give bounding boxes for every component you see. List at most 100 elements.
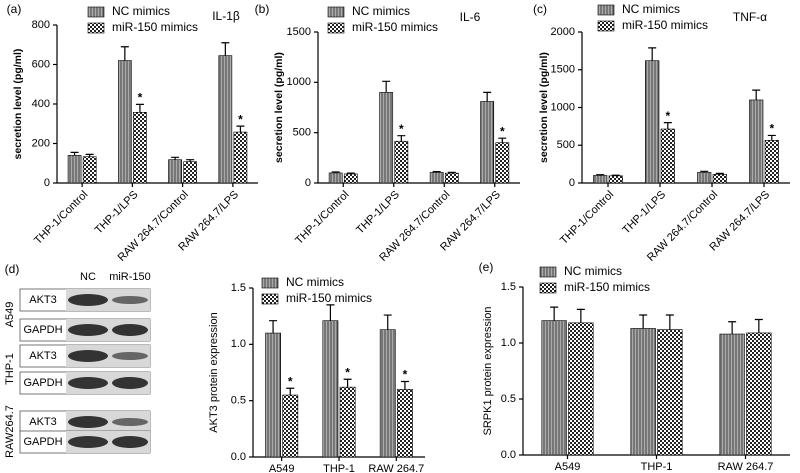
y-axis-label: AKT3 protein expression bbox=[208, 312, 220, 432]
y-tick-label: 1.5 bbox=[231, 282, 246, 294]
x-tick-label: THP-1/LPS bbox=[620, 189, 668, 237]
bar bbox=[749, 99, 764, 184]
bar bbox=[608, 175, 623, 184]
x-tick-label: THP-1 bbox=[641, 461, 673, 473]
panel-label: (d) bbox=[5, 262, 20, 276]
legend-label: NC mimics bbox=[622, 2, 680, 16]
error-bar bbox=[171, 156, 180, 160]
error-bar bbox=[665, 314, 674, 330]
bar bbox=[593, 175, 608, 184]
error-bar bbox=[343, 378, 352, 388]
row-label: GAPDH bbox=[23, 324, 62, 336]
x-tick-label: THP-1/Control bbox=[32, 189, 90, 247]
error-bar bbox=[752, 89, 761, 100]
error-bar bbox=[700, 170, 709, 173]
blot-band bbox=[112, 418, 148, 426]
legend-label: miR-150 mimics bbox=[352, 20, 438, 34]
y-tick-label: 500 bbox=[293, 127, 311, 139]
x-tick-label: RAW 264.7 bbox=[368, 463, 424, 473]
blot-band bbox=[68, 377, 108, 389]
blot-band bbox=[68, 436, 108, 448]
error-bar bbox=[186, 159, 195, 162]
y-tick-label: 500 bbox=[557, 139, 575, 151]
legend-swatch bbox=[539, 282, 557, 294]
bar bbox=[764, 140, 779, 184]
y-tick-label: 1500 bbox=[287, 26, 311, 38]
group-label: A549 bbox=[4, 302, 16, 328]
bar bbox=[265, 332, 281, 458]
bar bbox=[322, 320, 339, 458]
bar bbox=[168, 159, 182, 184]
blot-band bbox=[112, 296, 148, 304]
error-bar bbox=[611, 174, 620, 176]
bar bbox=[379, 92, 394, 184]
bar bbox=[339, 386, 356, 458]
error-bar bbox=[331, 171, 340, 173]
error-bar bbox=[382, 80, 391, 93]
error-bar bbox=[715, 172, 724, 175]
bar bbox=[82, 156, 97, 184]
error-bar bbox=[120, 46, 129, 61]
bar bbox=[343, 173, 358, 184]
x-tick-label: THP-1/LPS bbox=[93, 189, 141, 237]
y-tick-label: 1000 bbox=[551, 101, 575, 113]
x-tick-label: THP-1/Control bbox=[558, 189, 616, 247]
y-axis-label: secretion level (pg/ml) bbox=[273, 52, 285, 163]
legend-label: miR-150 mimics bbox=[622, 18, 708, 32]
bar bbox=[657, 329, 683, 456]
error-bar bbox=[728, 321, 737, 335]
error-bar bbox=[70, 151, 79, 156]
bar bbox=[133, 111, 147, 184]
bar bbox=[67, 155, 82, 184]
lane-label: miR-150 bbox=[109, 271, 151, 283]
error-bar bbox=[576, 308, 585, 323]
y-tick-label: 1.0 bbox=[231, 338, 246, 350]
legend-swatch bbox=[327, 22, 345, 34]
panel-label: (b) bbox=[255, 2, 270, 16]
panel-label: (c) bbox=[533, 2, 547, 16]
error-bar bbox=[767, 134, 776, 141]
legend-label: NC mimics bbox=[112, 4, 170, 18]
significance-mark: * bbox=[238, 112, 243, 126]
error-bar bbox=[550, 306, 559, 321]
y-tick-label: 1.0 bbox=[501, 337, 516, 349]
bar bbox=[568, 322, 594, 456]
x-tick-label: A549 bbox=[555, 461, 581, 473]
bar bbox=[495, 142, 510, 184]
bar bbox=[719, 333, 745, 456]
significance-mark: * bbox=[500, 124, 505, 138]
bar bbox=[429, 172, 444, 184]
bar bbox=[183, 161, 197, 184]
row-label: GAPDH bbox=[23, 436, 62, 448]
y-tick-label: 0.5 bbox=[501, 393, 516, 405]
panel-label: (e) bbox=[479, 260, 494, 274]
significance-mark: * bbox=[345, 365, 350, 379]
bar bbox=[328, 172, 343, 184]
x-tick-label: THP-1/Control bbox=[293, 189, 351, 247]
legend-swatch bbox=[261, 277, 279, 289]
chart-title: IL-6 bbox=[460, 10, 481, 24]
y-tick-label: 0 bbox=[569, 177, 575, 189]
y-axis-label: SRPK1 protein expression bbox=[482, 306, 494, 435]
error-bar bbox=[269, 320, 278, 334]
bar bbox=[746, 332, 772, 456]
row-label: GAPDH bbox=[23, 377, 62, 389]
y-tick-label: 200 bbox=[32, 137, 50, 149]
legend-swatch bbox=[597, 4, 615, 16]
blot-band bbox=[68, 324, 108, 336]
significance-mark: * bbox=[288, 374, 293, 388]
bar bbox=[712, 174, 727, 184]
error-bar bbox=[286, 387, 295, 396]
blot-band bbox=[112, 377, 148, 389]
bar bbox=[645, 60, 660, 184]
chart-title: TNF-α bbox=[733, 10, 767, 24]
row-label: AKT3 bbox=[29, 416, 57, 428]
blot-band bbox=[112, 352, 148, 360]
error-bar bbox=[85, 153, 94, 157]
error-bar bbox=[326, 304, 335, 321]
significance-mark: * bbox=[399, 122, 404, 136]
row-label: AKT3 bbox=[29, 294, 57, 306]
y-axis-label: secretion level (pg/ml) bbox=[538, 52, 550, 163]
error-bar bbox=[648, 47, 657, 61]
